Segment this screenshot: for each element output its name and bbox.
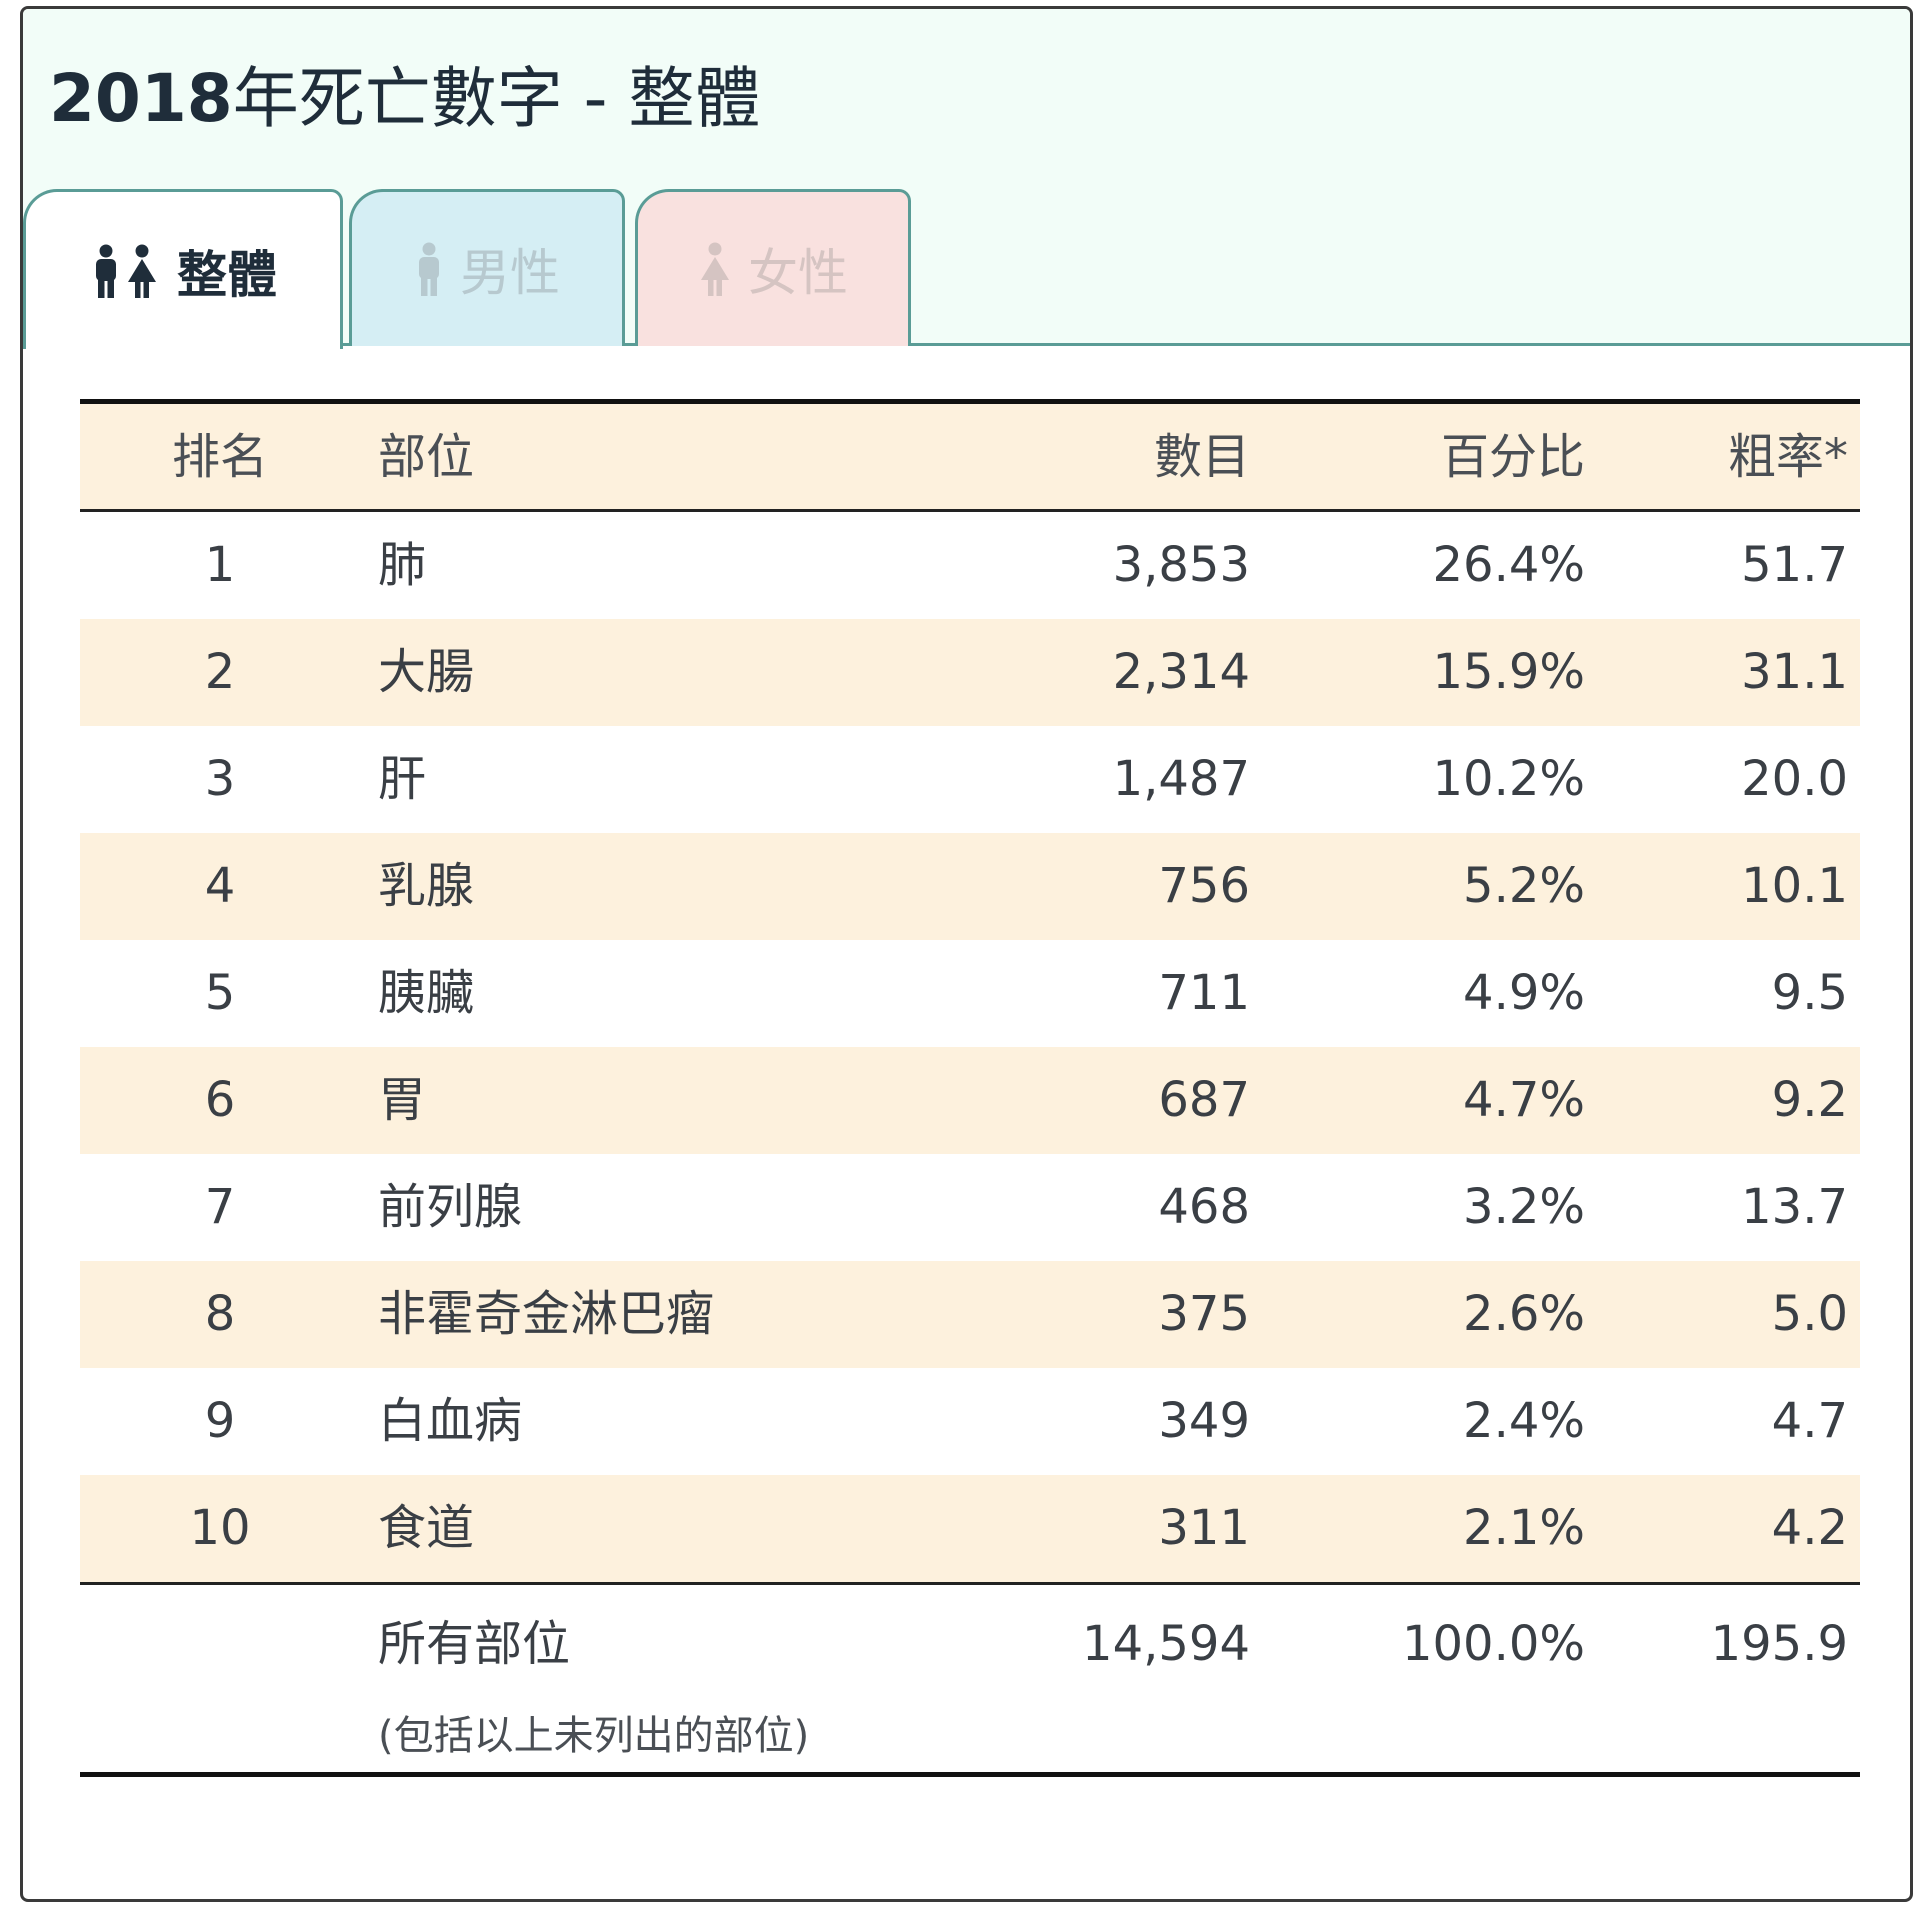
header-crude-rate: 粗率* (1727, 429, 1848, 485)
percentage-cell: 15.9% (1432, 644, 1585, 700)
site-cell: 食道 (378, 1500, 475, 1556)
crude-rate-cell: 13.7 (1741, 1179, 1848, 1235)
table-row: 10 食道 311 2.1% 4.2 (80, 1475, 1860, 1582)
rank-cell: 5 (204, 965, 236, 1021)
family-icon (89, 244, 161, 298)
tab-male[interactable]: 男性 (349, 189, 625, 346)
count-cell: 2,314 (1112, 644, 1250, 700)
percentage-cell: 2.4% (1463, 1393, 1585, 1449)
site-cell: 非霍奇金淋巴瘤 (378, 1286, 715, 1342)
crude-rate-cell: 20.0 (1741, 751, 1848, 807)
header-percentage: 百分比 (1440, 429, 1585, 485)
panel-header: 2018年死亡數字 - 整體 男性 女性 整體 (23, 9, 1910, 349)
tab-all[interactable]: 整體 (23, 189, 343, 349)
count-cell: 756 (1158, 858, 1250, 914)
title-year: 2018 (49, 60, 233, 137)
percentage-cell: 26.4% (1432, 537, 1585, 593)
count-cell: 468 (1158, 1179, 1250, 1235)
table-row: 8 非霍奇金淋巴瘤 375 2.6% 5.0 (80, 1261, 1860, 1368)
site-cell: 乳腺 (378, 858, 475, 914)
count-cell: 375 (1158, 1286, 1250, 1342)
male-icon (414, 242, 444, 296)
rank-cell: 7 (204, 1179, 236, 1235)
site-cell: 前列腺 (378, 1179, 523, 1235)
count-cell: 349 (1158, 1393, 1250, 1449)
site-cell: 肺 (378, 537, 427, 593)
count-cell: 687 (1158, 1072, 1250, 1128)
percentage-cell: 2.6% (1463, 1286, 1585, 1342)
tab-female[interactable]: 女性 (635, 189, 911, 346)
total-count-cell: 14,594 (1082, 1616, 1250, 1672)
percentage-cell: 3.2% (1463, 1179, 1585, 1235)
table-row: 6 胃 687 4.7% 9.2 (80, 1047, 1860, 1154)
table-row: 2 大腸 2,314 15.9% 31.1 (80, 619, 1860, 726)
percentage-cell: 10.2% (1432, 751, 1585, 807)
rank-cell: 1 (204, 537, 236, 593)
percentage-cell: 4.9% (1463, 965, 1585, 1021)
table-bottom-rule (80, 1772, 1860, 1777)
page-title: 2018年死亡數字 - 整體 (49, 59, 760, 139)
percentage-cell: 5.2% (1463, 858, 1585, 914)
crude-rate-cell: 9.2 (1771, 1072, 1848, 1128)
percentage-cell: 4.7% (1463, 1072, 1585, 1128)
rank-cell: 9 (204, 1393, 236, 1449)
total-row: 所有部位 14,594 100.0% 195.9 (包括以上未列出的部位) (80, 1582, 1860, 1772)
table-top-rule (80, 399, 1860, 404)
crude-rate-cell: 4.7 (1771, 1393, 1848, 1449)
tab-male-label: 男性 (460, 244, 560, 302)
percentage-cell: 2.1% (1463, 1500, 1585, 1556)
title-text: 年死亡數字 - 整體 (232, 60, 761, 137)
total-crude-rate-cell: 195.9 (1710, 1616, 1848, 1672)
crude-rate-cell: 5.0 (1771, 1286, 1848, 1342)
total-note: (包括以上未列出的部位) (378, 1713, 810, 1759)
total-site-cell: 所有部位 (378, 1616, 571, 1672)
site-cell: 肝 (378, 751, 427, 807)
total-percentage-cell: 100.0% (1401, 1616, 1585, 1672)
table-row: 1 肺 3,853 26.4% 51.7 (80, 512, 1860, 619)
rank-cell: 2 (204, 644, 236, 700)
tab-female-label: 女性 (748, 244, 848, 302)
rank-cell: 6 (204, 1072, 236, 1128)
crude-rate-cell: 31.1 (1741, 644, 1848, 700)
table-row: 7 前列腺 468 3.2% 13.7 (80, 1154, 1860, 1261)
header-rank: 排名 (171, 429, 268, 485)
count-cell: 3,853 (1112, 537, 1250, 593)
table-row: 9 白血病 349 2.4% 4.7 (80, 1368, 1860, 1475)
site-cell: 胰臟 (378, 965, 475, 1021)
crude-rate-cell: 10.1 (1741, 858, 1848, 914)
site-cell: 白血病 (378, 1393, 523, 1449)
header-count: 數目 (1153, 429, 1250, 485)
header-site: 部位 (378, 429, 475, 485)
rank-cell: 3 (204, 751, 236, 807)
rank-cell: 10 (189, 1500, 251, 1556)
count-cell: 1,487 (1112, 751, 1250, 807)
table-row: 3 肝 1,487 10.2% 20.0 (80, 726, 1860, 833)
statistics-panel: 2018年死亡數字 - 整體 男性 女性 整體 排名 部位 數目 百分比 (20, 6, 1913, 1902)
female-icon (698, 242, 732, 296)
site-cell: 胃 (378, 1072, 427, 1128)
site-cell: 大腸 (378, 644, 475, 700)
crude-rate-cell: 51.7 (1741, 537, 1848, 593)
mortality-table: 排名 部位 數目 百分比 粗率* 1 肺 3,853 26.4% 51.7 2 … (80, 399, 1860, 1777)
table-row: 4 乳腺 756 5.2% 10.1 (80, 833, 1860, 940)
count-cell: 311 (1158, 1500, 1250, 1556)
tab-all-label: 整體 (177, 245, 277, 304)
crude-rate-cell: 9.5 (1771, 965, 1848, 1021)
rank-cell: 8 (204, 1286, 236, 1342)
count-cell: 711 (1158, 965, 1250, 1021)
table-row: 5 胰臟 711 4.9% 9.5 (80, 940, 1860, 1047)
rank-cell: 4 (204, 858, 236, 914)
crude-rate-cell: 4.2 (1771, 1500, 1848, 1556)
table-header-row: 排名 部位 數目 百分比 粗率* (80, 404, 1860, 512)
